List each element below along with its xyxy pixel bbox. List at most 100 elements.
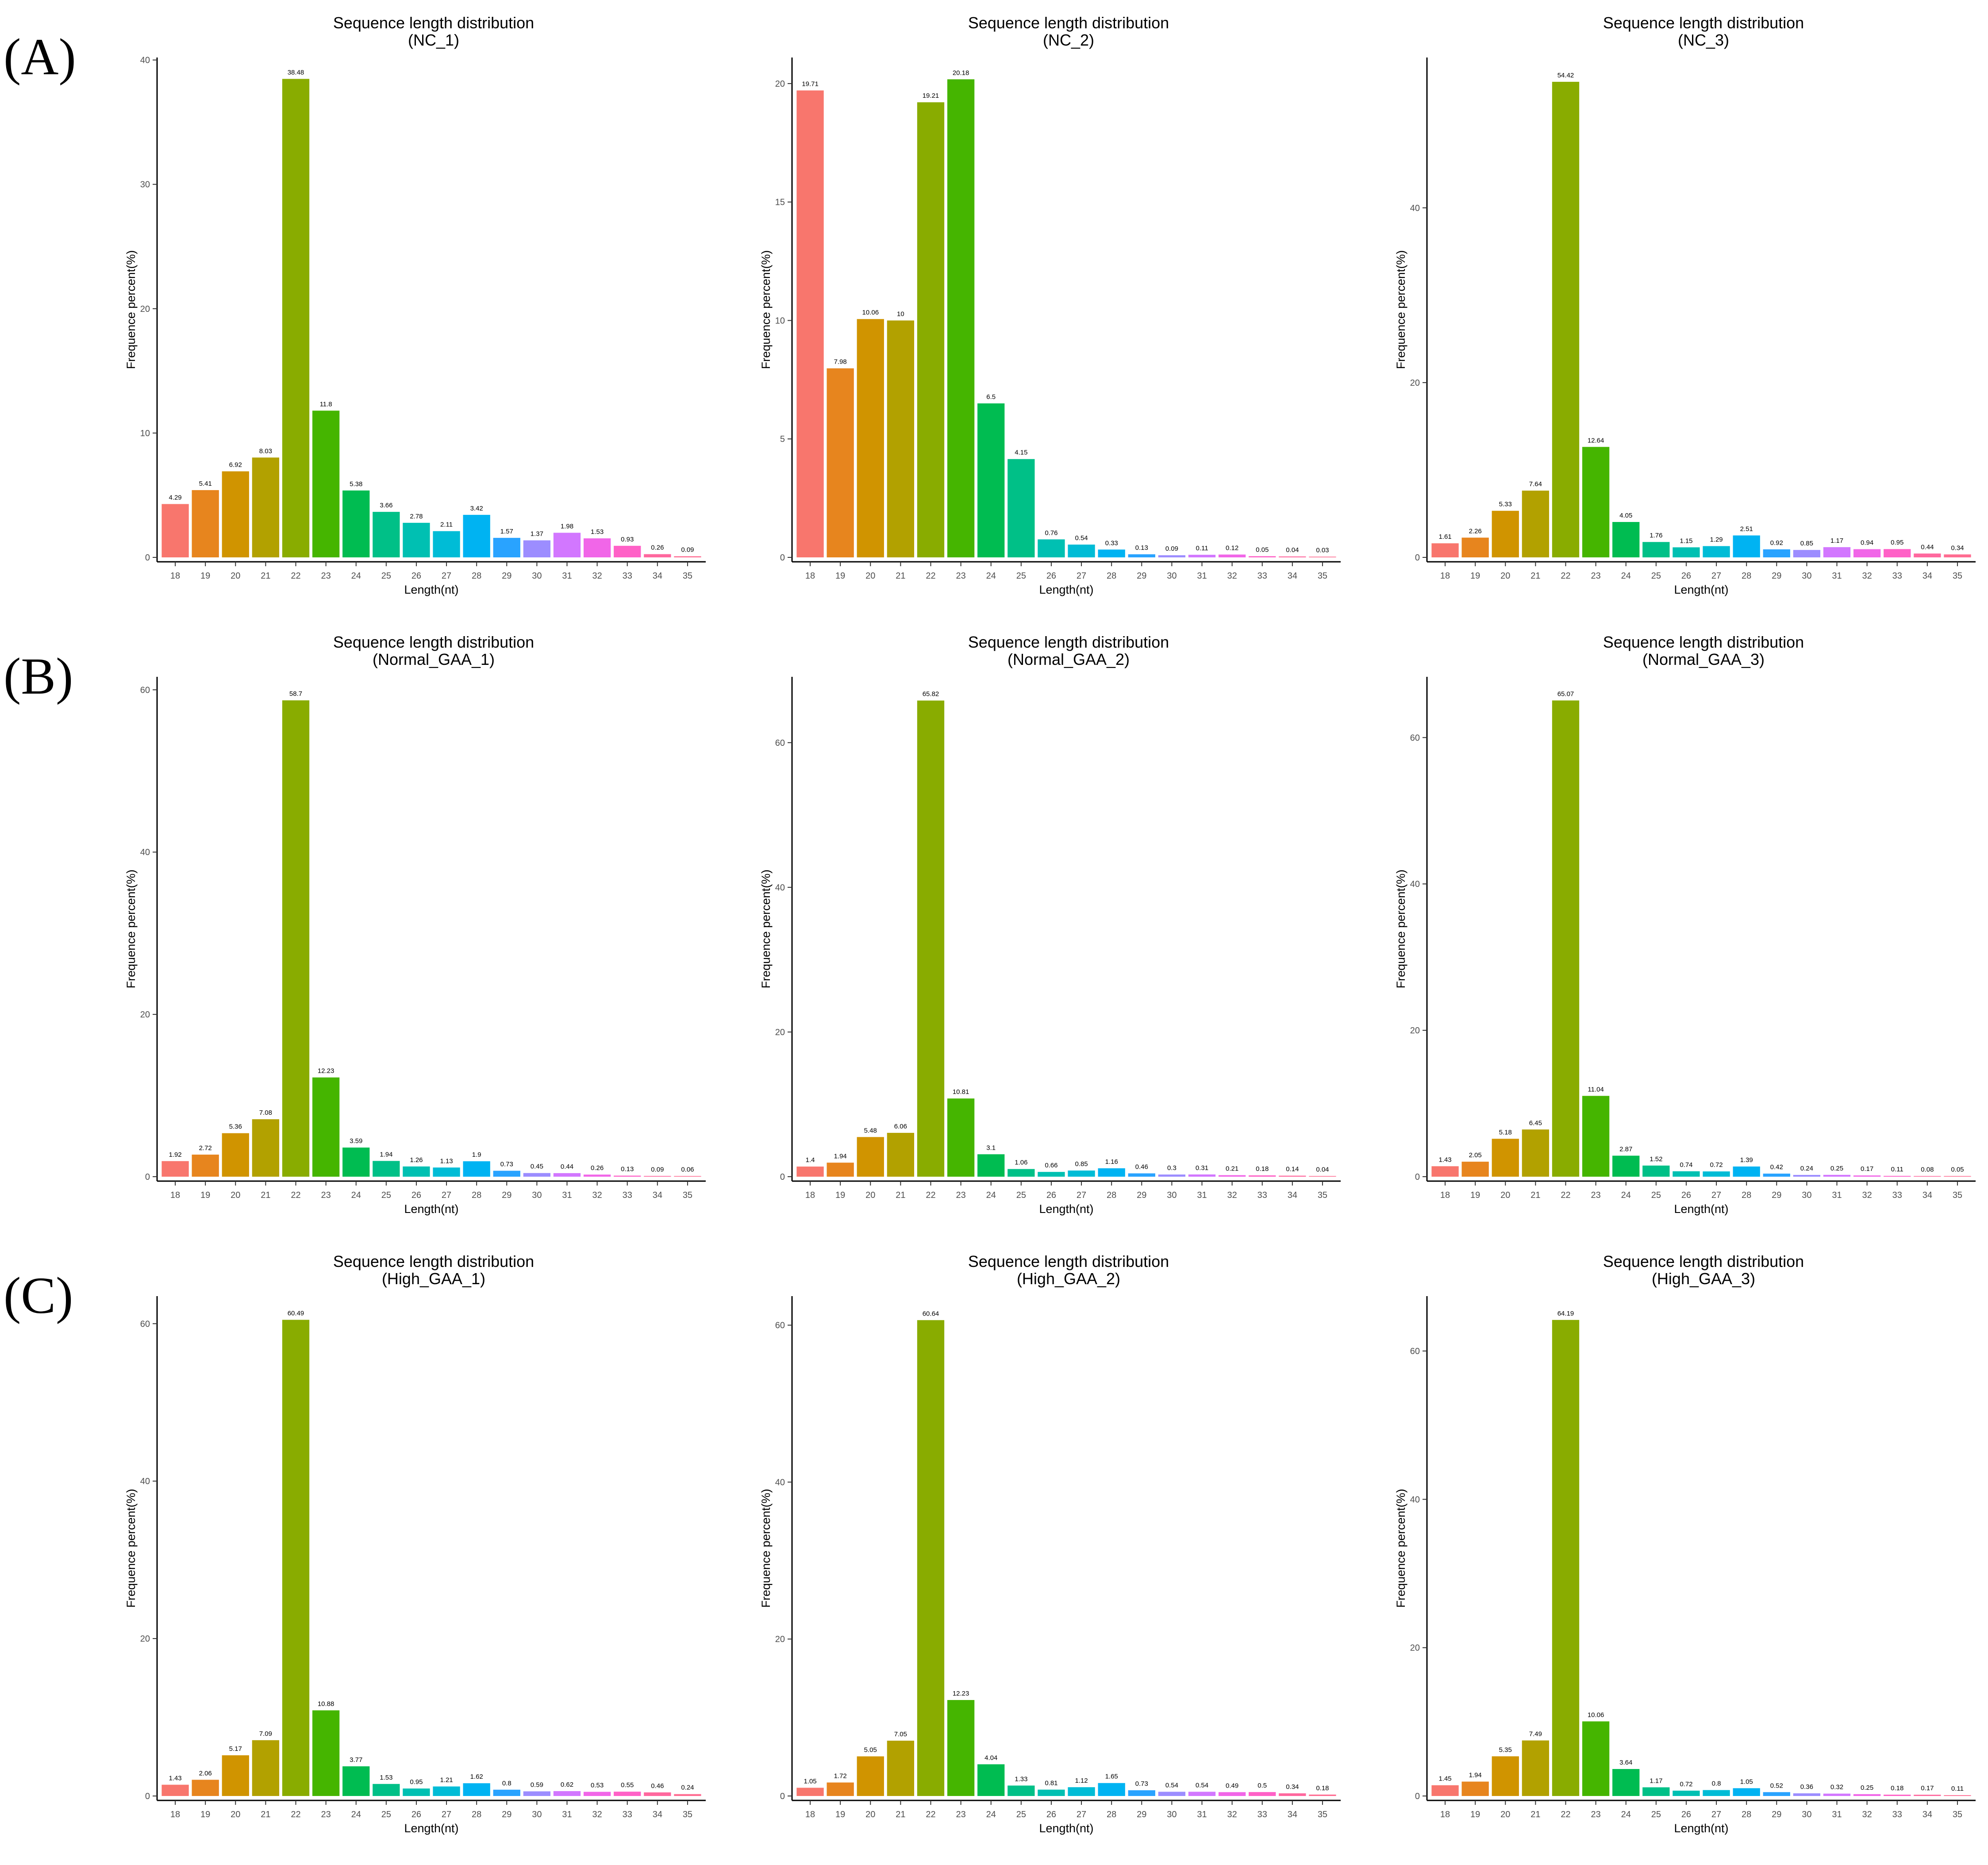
x-tick-label: 32 bbox=[592, 571, 602, 581]
x-tick-label: 28 bbox=[1742, 1810, 1751, 1819]
bar-26 bbox=[403, 522, 430, 557]
bar-29 bbox=[1128, 554, 1155, 557]
bar-27 bbox=[1068, 1787, 1095, 1796]
bar-34 bbox=[644, 1176, 671, 1177]
bar-value-label: 0.04 bbox=[1286, 546, 1299, 554]
x-tick-label: 33 bbox=[1892, 1810, 1902, 1819]
x-tick-label: 20 bbox=[1500, 1810, 1510, 1819]
bar-value-label: 2.78 bbox=[410, 513, 423, 520]
bar-24 bbox=[1612, 1769, 1640, 1796]
bar-31 bbox=[1188, 1792, 1216, 1796]
bar-value-label: 4.29 bbox=[169, 494, 181, 501]
bar-35 bbox=[1309, 1794, 1336, 1796]
bar-value-label: 0.54 bbox=[1165, 1781, 1178, 1789]
bar-value-label: 65.82 bbox=[923, 691, 939, 698]
bar-value-label: 1.43 bbox=[169, 1775, 181, 1782]
y-axis-title: Frequence percent(%) bbox=[124, 250, 138, 369]
bar-value-label: 0.46 bbox=[651, 1782, 664, 1790]
bar-value-label: 19.71 bbox=[802, 80, 819, 88]
x-tick-label: 19 bbox=[200, 1810, 210, 1819]
x-tick-label: 19 bbox=[835, 1190, 845, 1200]
bar-22 bbox=[917, 1320, 945, 1796]
x-tick-label: 33 bbox=[623, 571, 632, 581]
x-tick-label: 29 bbox=[1772, 571, 1781, 581]
x-tick-label: 35 bbox=[1318, 571, 1327, 581]
bar-23 bbox=[947, 1700, 975, 1796]
bar-value-label: 0.93 bbox=[621, 536, 634, 543]
x-tick-label: 27 bbox=[1077, 1190, 1086, 1200]
bar-value-label: 6.92 bbox=[229, 461, 242, 468]
bar-31 bbox=[553, 1173, 581, 1177]
y-axis-title: Frequence percent(%) bbox=[759, 250, 773, 369]
x-axis-title: Length(nt) bbox=[404, 1202, 458, 1216]
bar-value-label: 5.05 bbox=[864, 1746, 877, 1754]
bar-value-label: 0.46 bbox=[1135, 1163, 1148, 1170]
bar-value-label: 0.33 bbox=[1105, 539, 1118, 547]
bar-value-label: 1.94 bbox=[834, 1152, 847, 1160]
y-tick-label: 20 bbox=[775, 79, 785, 89]
bar-value-label: 64.19 bbox=[1557, 1310, 1574, 1317]
x-axis-title: Length(nt) bbox=[1674, 1202, 1728, 1216]
bar-27 bbox=[433, 1786, 460, 1796]
bar-28 bbox=[1733, 1167, 1760, 1177]
x-tick-label: 34 bbox=[1923, 1810, 1932, 1819]
x-tick-label: 35 bbox=[683, 1190, 692, 1200]
bar-24 bbox=[342, 490, 370, 557]
bar-23 bbox=[947, 79, 975, 557]
bar-value-label: 0.92 bbox=[1770, 539, 1783, 547]
bar-value-label: 60.49 bbox=[288, 1310, 304, 1317]
bar-31 bbox=[553, 1791, 581, 1796]
bar-32 bbox=[1218, 1792, 1246, 1796]
x-tick-label: 22 bbox=[1561, 1810, 1570, 1819]
bar-value-label: 0.17 bbox=[1921, 1784, 1934, 1792]
x-tick-label: 28 bbox=[472, 1190, 481, 1200]
x-tick-label: 33 bbox=[623, 1190, 632, 1200]
bar-value-label: 1.92 bbox=[169, 1151, 181, 1159]
bar-value-label: 2.26 bbox=[1469, 527, 1482, 535]
bar-value-label: 0.74 bbox=[1680, 1161, 1692, 1169]
bar-value-label: 0.21 bbox=[1226, 1165, 1238, 1173]
bar-value-label: 3.1 bbox=[986, 1144, 996, 1151]
bar-value-label: 1.05 bbox=[1740, 1778, 1753, 1785]
x-tick-label: 34 bbox=[1288, 1190, 1297, 1200]
y-tick-label: 20 bbox=[1410, 378, 1420, 388]
x-tick-label: 21 bbox=[261, 1190, 270, 1200]
bar-value-label: 0.5 bbox=[1257, 1782, 1267, 1789]
x-tick-label: 24 bbox=[986, 571, 996, 581]
bar-value-label: 11.04 bbox=[1588, 1086, 1603, 1093]
bar-24 bbox=[1612, 1155, 1640, 1177]
x-tick-label: 35 bbox=[683, 1810, 692, 1819]
y-axis-title: Frequence percent(%) bbox=[124, 870, 138, 989]
y-tick-label: 20 bbox=[1410, 1026, 1420, 1036]
x-tick-label: 32 bbox=[592, 1810, 602, 1819]
x-tick-label: 31 bbox=[562, 571, 572, 581]
bar-value-label: 4.05 bbox=[1619, 512, 1632, 519]
bar-25 bbox=[1642, 1165, 1670, 1177]
bar-value-label: 0.18 bbox=[1316, 1784, 1329, 1792]
x-tick-label: 23 bbox=[321, 571, 331, 581]
bar-value-label: 1.37 bbox=[531, 530, 543, 537]
bar-30 bbox=[1793, 1175, 1821, 1177]
y-tick-label: 40 bbox=[140, 1477, 150, 1486]
x-tick-label: 33 bbox=[1257, 1190, 1267, 1200]
bar-29 bbox=[1763, 1792, 1790, 1796]
x-tick-label: 28 bbox=[472, 571, 481, 581]
x-tick-label: 25 bbox=[1016, 1810, 1026, 1819]
bar-value-label: 0.66 bbox=[1045, 1162, 1057, 1169]
x-tick-label: 29 bbox=[502, 571, 511, 581]
bar-value-label: 4.15 bbox=[1015, 449, 1027, 457]
x-tick-label: 22 bbox=[291, 571, 300, 581]
bar-value-label: 5.18 bbox=[1499, 1128, 1512, 1136]
bar-value-label: 1.61 bbox=[1438, 533, 1451, 541]
chart-subtitle: (Normal_GAA_3) bbox=[1642, 650, 1765, 668]
bar-18 bbox=[796, 1788, 824, 1796]
y-tick-label: 60 bbox=[775, 738, 785, 748]
bar-27 bbox=[1068, 1170, 1095, 1177]
x-tick-label: 20 bbox=[1500, 571, 1510, 581]
bar-value-label: 0.44 bbox=[561, 1163, 573, 1170]
bar-30 bbox=[523, 540, 551, 557]
x-tick-label: 20 bbox=[231, 571, 240, 581]
y-axis-title: Frequence percent(%) bbox=[1394, 250, 1407, 369]
bar-20 bbox=[222, 1133, 249, 1177]
bar-19 bbox=[192, 490, 219, 557]
